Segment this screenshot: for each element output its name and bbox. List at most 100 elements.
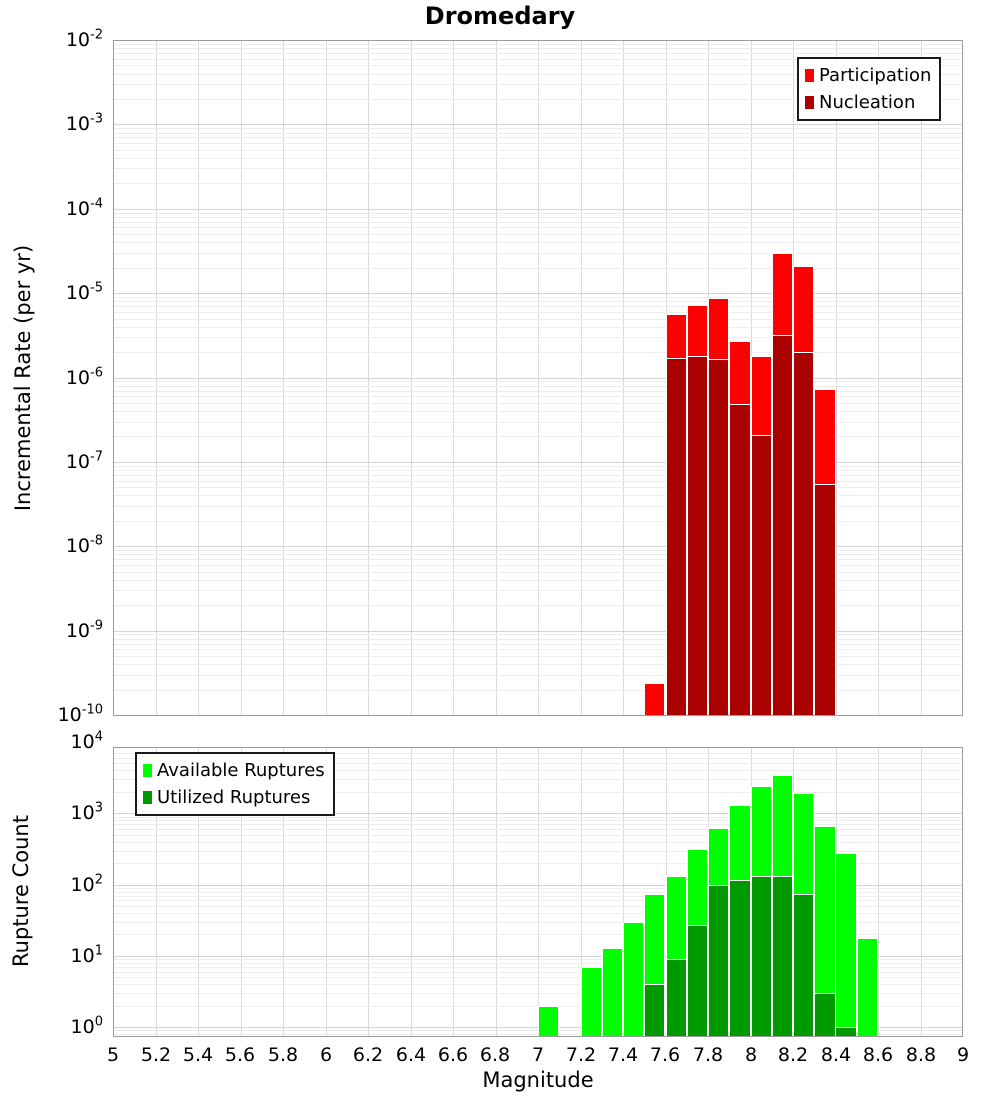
minor-gridline <box>114 634 962 635</box>
y-tick-base: 10 <box>70 802 95 824</box>
minor-gridline <box>114 753 962 754</box>
ruptures-legend: Available Ruptures Utilized Ruptures <box>135 752 335 816</box>
y-tick-label: 103 <box>3 801 103 825</box>
legend-swatch-icon <box>805 69 814 82</box>
utilized-bar <box>666 959 687 1036</box>
legend-label: Utilized Ruptures <box>157 787 311 808</box>
minor-gridline <box>114 817 962 818</box>
x-tick-label: 9 <box>956 1044 970 1066</box>
x-tick-label: 5.4 <box>182 1044 214 1066</box>
minor-gridline <box>114 297 962 298</box>
y-tick-label: 10-2 <box>3 28 103 52</box>
minor-gridline <box>114 268 962 269</box>
y-tick-label: 10-10 <box>3 703 103 727</box>
participation-nucleation-legend: Participation Nucleation <box>797 57 942 121</box>
y-tick-label: 10-8 <box>3 534 103 558</box>
y-tick-base: 10 <box>65 620 91 642</box>
utilized-bar <box>708 885 729 1036</box>
utilized-bar <box>835 1027 857 1036</box>
y-tick-exponent: 4 <box>94 729 103 745</box>
y-tick-label: 100 <box>3 1015 103 1039</box>
major-gridline <box>114 293 962 294</box>
minor-gridline <box>114 605 962 606</box>
y-tick-base: 10 <box>70 1016 95 1038</box>
minor-gridline <box>114 779 962 780</box>
minor-gridline <box>114 168 962 169</box>
minor-gridline <box>114 227 962 228</box>
minor-gridline <box>114 758 962 759</box>
minor-gridline <box>114 888 962 889</box>
available-bar <box>538 1006 559 1036</box>
utilized-bar <box>644 984 665 1036</box>
minor-gridline <box>114 59 962 60</box>
utilized-bar <box>793 894 814 1036</box>
major-gridline <box>114 546 962 547</box>
minor-gridline <box>114 222 962 223</box>
y-tick-exponent: -4 <box>90 196 103 212</box>
minor-gridline <box>114 53 962 54</box>
y-tick-exponent: -8 <box>90 533 103 549</box>
x-tick-label: 8.8 <box>905 1044 937 1066</box>
y-tick-exponent: -2 <box>90 27 103 43</box>
minor-gridline <box>114 84 962 85</box>
x-tick-label: 8.6 <box>862 1044 894 1066</box>
y-tick-exponent: -5 <box>90 280 103 296</box>
minor-gridline <box>114 959 962 960</box>
minor-gridline <box>114 913 962 914</box>
minor-gridline <box>114 967 962 968</box>
available-bar <box>835 853 857 1036</box>
minor-gridline <box>114 242 962 243</box>
legend-item: Available Ruptures <box>143 757 325 784</box>
major-gridline <box>114 124 962 125</box>
x-tick-label: 6 <box>319 1044 333 1066</box>
minor-gridline <box>114 835 962 836</box>
minor-gridline <box>114 470 962 471</box>
y-tick-exponent: -6 <box>90 365 103 381</box>
y-tick-exponent: -3 <box>90 111 103 127</box>
minor-gridline <box>114 253 962 254</box>
minor-gridline <box>114 44 962 45</box>
minor-gridline <box>114 137 962 138</box>
y-tick-base: 10 <box>65 451 91 473</box>
utilized-bar <box>814 993 836 1036</box>
minor-gridline <box>114 319 962 320</box>
minor-gridline <box>114 963 962 964</box>
minor-gridline <box>114 644 962 645</box>
minor-gridline <box>114 863 962 864</box>
minor-gridline <box>114 829 962 830</box>
major-gridline <box>114 209 962 210</box>
minor-gridline <box>114 892 962 893</box>
legend-label: Participation <box>819 65 932 86</box>
nucleation-bar <box>793 352 814 715</box>
minor-gridline <box>114 922 962 923</box>
minor-gridline <box>114 213 962 214</box>
legend-swatch-icon <box>143 791 152 804</box>
x-tick-label: 7.8 <box>692 1044 724 1066</box>
y-tick-base: 10 <box>70 731 95 753</box>
minor-gridline <box>114 487 962 488</box>
x-tick-label: 6.8 <box>479 1044 511 1066</box>
minor-gridline <box>114 656 962 657</box>
minor-gridline <box>114 559 962 560</box>
minor-gridline <box>114 506 962 507</box>
utilized-bar <box>772 876 793 1036</box>
chart-title: Dromedary <box>424 2 576 30</box>
y-tick-base: 10 <box>65 29 91 51</box>
y-tick-exponent: 1 <box>94 943 103 959</box>
x-tick-label: 5.6 <box>224 1044 256 1066</box>
x-tick-label: 6.4 <box>395 1044 427 1066</box>
minor-gridline <box>114 74 962 75</box>
y-tick-label: 102 <box>3 873 103 897</box>
x-tick-label: 8.2 <box>777 1044 809 1066</box>
minor-gridline <box>114 842 962 843</box>
nucleation-bar <box>666 358 687 715</box>
y-tick-base: 10 <box>65 535 91 557</box>
minor-gridline <box>114 639 962 640</box>
y-tick-base: 10 <box>57 704 82 726</box>
minor-gridline <box>114 495 962 496</box>
x-axis-label: Magnitude <box>482 1068 594 1092</box>
x-tick-label: 7.6 <box>649 1044 681 1066</box>
y-tick-label: 10-4 <box>3 197 103 221</box>
minor-gridline <box>114 327 962 328</box>
legend-label: Nucleation <box>819 92 916 113</box>
